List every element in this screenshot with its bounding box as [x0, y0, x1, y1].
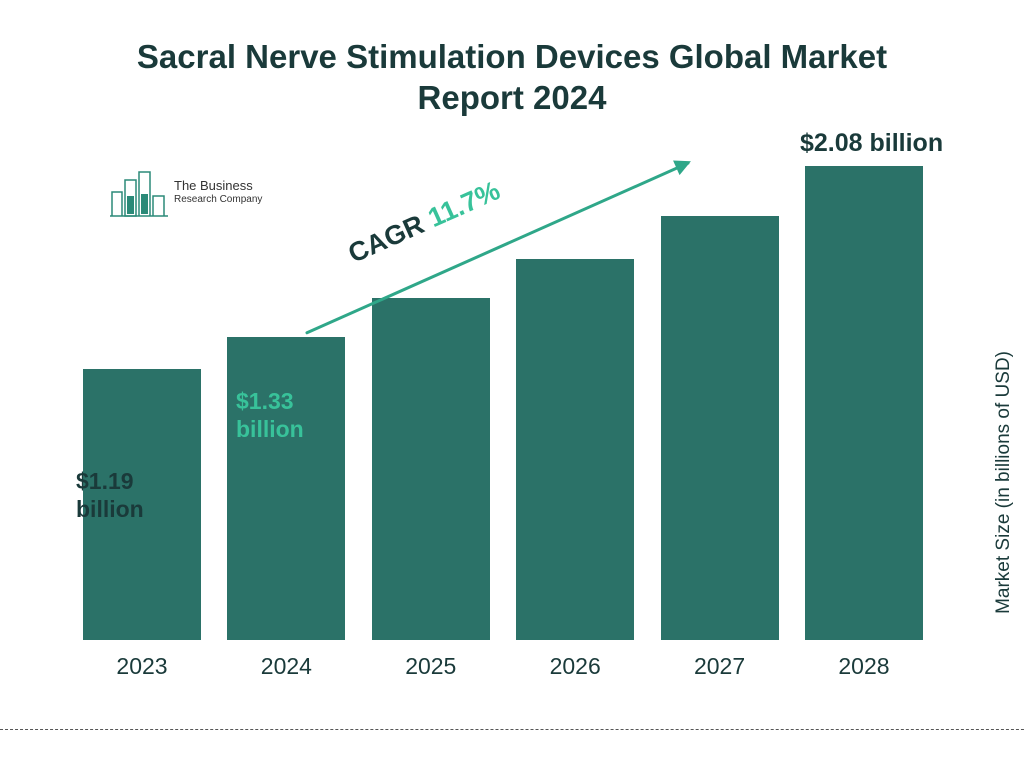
x-label: 2024: [226, 653, 346, 680]
data-label-line: billion: [76, 496, 144, 524]
data-label-line: $1.19: [76, 468, 144, 496]
bar-rect: [661, 216, 779, 640]
data-label-line: $1.33: [236, 388, 304, 416]
x-label: 2025: [371, 653, 491, 680]
bar-2027: [660, 216, 780, 640]
y-axis-label: Market Size (in billions of USD): [993, 351, 1015, 614]
x-label: 2026: [515, 653, 635, 680]
data-label-line: billion: [236, 416, 304, 444]
bar-2025: [371, 298, 491, 640]
bar-rect: [516, 259, 634, 640]
data-label-2028: $2.08 billion: [800, 128, 943, 158]
bar-rect: [372, 298, 490, 640]
x-label: 2023: [82, 653, 202, 680]
bar-rect: [227, 337, 345, 640]
x-label: 2027: [660, 653, 780, 680]
chart-title: Sacral Nerve Stimulation Devices Global …: [132, 0, 892, 119]
bar-rect: [805, 166, 923, 640]
data-label-2024: $1.33 billion: [236, 388, 304, 443]
x-axis-labels: 2023 2024 2025 2026 2027 2028: [72, 653, 934, 680]
bar-2026: [515, 259, 635, 640]
bar-2028: [804, 166, 924, 640]
baseline-divider: [0, 729, 1024, 730]
data-label-2023: $1.19 billion: [76, 468, 144, 523]
bar-chart: 2023 2024 2025 2026 2027 2028: [72, 150, 934, 680]
x-label: 2028: [804, 653, 924, 680]
bar-2024: [226, 337, 346, 640]
bars-container: [72, 150, 934, 640]
